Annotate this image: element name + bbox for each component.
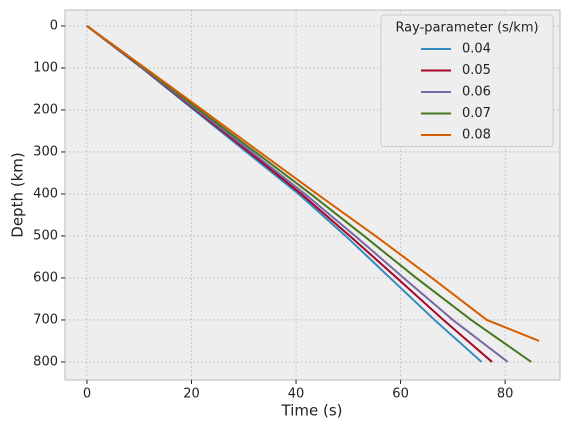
x-tick-label: 0: [83, 387, 91, 402]
x-tick-label: 60: [392, 387, 409, 402]
x-axis-label: Time (s): [281, 402, 343, 420]
y-tick-label: 300: [33, 144, 58, 159]
x-tick-label: 20: [183, 387, 200, 402]
y-tick-label: 100: [33, 60, 58, 75]
legend-label: 0.05: [462, 63, 491, 78]
series-line: [86, 25, 532, 363]
y-tick-label: 500: [33, 228, 58, 243]
legend-label: 0.04: [462, 42, 491, 57]
y-tick-label: 200: [33, 102, 58, 117]
y-axis-label: Depth (km): [9, 152, 27, 237]
legend-label: 0.08: [462, 128, 491, 143]
legend-title: Ray-parameter (s/km): [395, 21, 538, 36]
y-tick-label: 400: [33, 186, 58, 201]
y-tick-label: 700: [33, 312, 58, 327]
legend-label: 0.06: [462, 85, 491, 100]
series-line: [86, 25, 540, 342]
x-tick-label: 80: [497, 387, 514, 402]
legend-label: 0.07: [462, 106, 491, 121]
y-tick-label: 600: [33, 270, 58, 285]
x-tick-label: 40: [288, 387, 305, 402]
y-tick-label: 800: [33, 354, 58, 369]
y-tick-label: 0: [50, 18, 58, 33]
